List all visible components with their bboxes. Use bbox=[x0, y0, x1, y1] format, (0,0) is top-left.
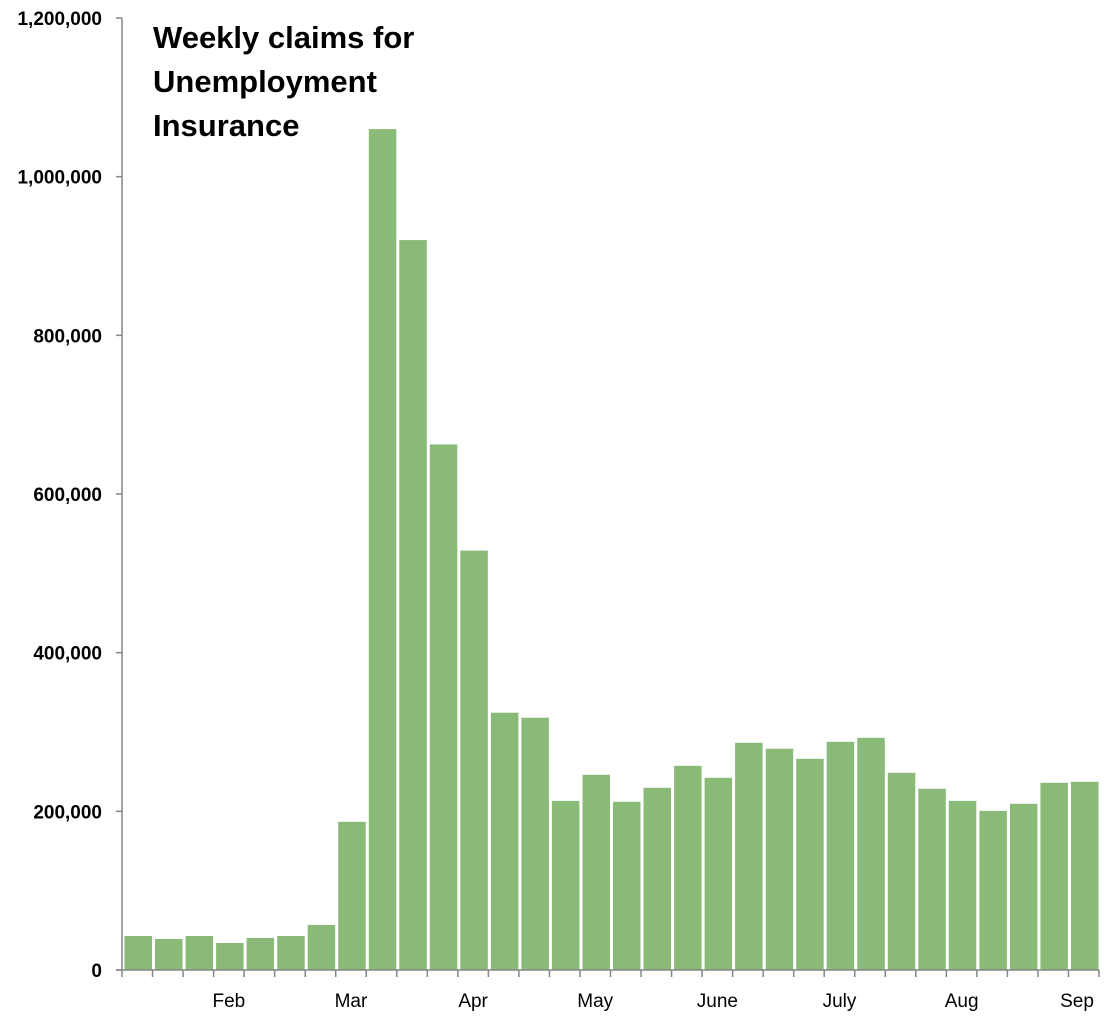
bar bbox=[704, 777, 733, 970]
bar bbox=[216, 943, 244, 970]
bar bbox=[460, 550, 488, 970]
bars-group bbox=[124, 129, 1099, 971]
y-axis-ticks: 0 200,000 400,000 600,000 800,000 1,000,000 1,… bbox=[17, 9, 122, 982]
x-tick-label: June bbox=[697, 991, 738, 1012]
bar bbox=[338, 821, 366, 970]
y-tick-label: 200,000 bbox=[33, 802, 102, 823]
bar bbox=[399, 240, 427, 971]
y-tick-label: 1,200,000 bbox=[17, 9, 102, 30]
bar bbox=[124, 936, 152, 970]
bar bbox=[765, 748, 794, 970]
y-tick-label: 0 bbox=[91, 961, 102, 982]
chart-title: Weekly claims for Unemployment Insurance bbox=[153, 20, 414, 143]
y-tick-label: 400,000 bbox=[33, 644, 102, 665]
bar bbox=[674, 765, 702, 970]
bar bbox=[796, 758, 824, 970]
bar bbox=[613, 801, 641, 970]
bar bbox=[521, 717, 549, 970]
x-tick-label: May bbox=[577, 991, 613, 1012]
y-tick-label: 600,000 bbox=[33, 485, 102, 506]
bar bbox=[1071, 781, 1099, 970]
bar bbox=[735, 742, 763, 970]
bar bbox=[185, 936, 214, 970]
bar bbox=[918, 788, 946, 970]
bar bbox=[246, 937, 275, 970]
bar bbox=[551, 800, 580, 970]
bar bbox=[155, 939, 183, 970]
bar bbox=[826, 741, 855, 970]
bar bbox=[857, 737, 885, 970]
bar bbox=[582, 774, 610, 970]
bar bbox=[368, 129, 397, 971]
bar bbox=[307, 924, 336, 970]
x-tick-label: Aug bbox=[945, 991, 979, 1012]
x-axis-ticks: Feb Mar Apr May June July Aug Sep bbox=[121, 970, 1100, 1012]
chart-title-line-2: Unemployment bbox=[153, 64, 377, 99]
x-tick-label: Sep bbox=[1060, 991, 1094, 1012]
bar bbox=[643, 787, 671, 970]
x-tick-label: July bbox=[823, 991, 857, 1012]
bar bbox=[887, 772, 916, 970]
y-tick-label: 800,000 bbox=[33, 326, 102, 347]
x-tick-label: Mar bbox=[335, 991, 368, 1012]
x-tick-label: Feb bbox=[212, 991, 245, 1012]
chart-title-line-3: Insurance bbox=[153, 108, 299, 143]
y-tick-label: 1,000,000 bbox=[17, 168, 102, 189]
chart-title-line-1: Weekly claims for bbox=[153, 20, 414, 55]
bar bbox=[1040, 782, 1068, 970]
bar bbox=[277, 936, 305, 970]
bar bbox=[979, 810, 1007, 970]
bar bbox=[429, 444, 458, 970]
x-tick-label: Apr bbox=[458, 991, 488, 1012]
bar bbox=[1009, 803, 1038, 970]
bar bbox=[948, 800, 977, 970]
bar bbox=[490, 712, 519, 970]
